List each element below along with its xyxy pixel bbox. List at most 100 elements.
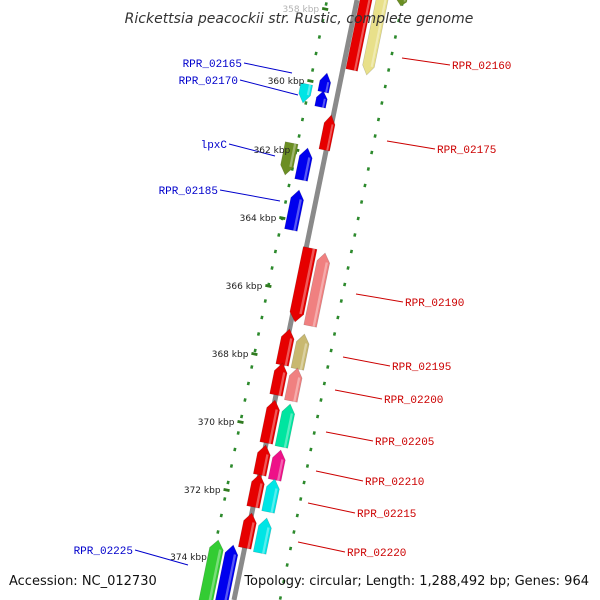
gene-label[interactable]: RPR_02215 (357, 509, 416, 521)
gene-arrow-highlight (303, 157, 311, 181)
track-dot (324, 2, 328, 6)
track-dot (297, 134, 301, 138)
gene-arrow[interactable] (252, 517, 272, 555)
track-dot (246, 381, 251, 386)
gene-label[interactable]: RPR_02205 (375, 437, 434, 449)
track-dot (370, 150, 374, 155)
gene-arrow[interactable] (318, 114, 336, 152)
gene-label[interactable]: lpxC (201, 140, 228, 152)
track-dot (270, 266, 274, 270)
gene-arrow-highlight (289, 143, 297, 168)
gene-arrow-highlight (284, 338, 293, 366)
gene-features (197, 0, 408, 600)
gene-arrow[interactable] (280, 141, 299, 176)
gene-arrow[interactable] (290, 333, 310, 371)
gene-arrow[interactable] (269, 362, 288, 397)
gene-label[interactable]: RPR_02190 (405, 298, 464, 310)
genome-summary-text: Topology: circular; Length: 1,288,492 bp… (244, 574, 589, 589)
track-dot (387, 68, 391, 72)
label-leader (239, 79, 299, 96)
gene-label[interactable]: RPR_02200 (384, 395, 443, 407)
gene-arrow[interactable] (246, 473, 265, 509)
track-dot (239, 414, 244, 419)
gene-arrow[interactable] (303, 252, 331, 328)
track-dot (363, 183, 367, 188)
label-leader (243, 62, 293, 74)
gene-label[interactable]: RPR_02165 (183, 59, 242, 71)
gene-arrow[interactable] (362, 0, 390, 76)
kbp-tick (223, 488, 230, 492)
track-dot (288, 546, 293, 551)
gene-arrow-highlight (325, 81, 330, 93)
gene-label[interactable]: RPR_02220 (347, 548, 406, 560)
label-leader (401, 57, 451, 66)
gene-arrow-highlight (403, 0, 406, 2)
accession-text: Accession: NC_012730 (9, 574, 157, 589)
gene-arrow-highlight (276, 459, 284, 481)
track-dot (295, 513, 299, 518)
gene-arrow[interactable] (267, 449, 286, 482)
gene-arrow-highlight (261, 454, 269, 476)
gene-label[interactable]: RPR_02195 (392, 362, 451, 374)
label-leader-lines (134, 57, 451, 566)
gene-label[interactable]: RPR_02175 (437, 145, 496, 157)
gene-arrow[interactable] (252, 444, 271, 477)
label-leader (307, 502, 356, 514)
gene-label[interactable]: RPR_02170 (179, 76, 238, 88)
gene-arrow-highlight (293, 377, 301, 402)
gene-arrow[interactable] (284, 189, 304, 232)
gene-arrow[interactable] (261, 478, 280, 514)
track-dot (376, 117, 381, 122)
gene-arrow-highlight (268, 409, 278, 444)
track-dot (366, 167, 370, 171)
gene-arrow[interactable] (317, 72, 332, 94)
label-leader (334, 389, 383, 400)
gene-label[interactable]: RPR_02160 (452, 61, 511, 73)
gene-arrow[interactable] (214, 544, 239, 600)
track-dot (383, 84, 387, 89)
gene-arrow[interactable] (197, 539, 224, 600)
label-leader (355, 293, 404, 303)
gene-arrow[interactable] (314, 90, 328, 109)
track-dot (285, 563, 289, 567)
track-dot (359, 200, 364, 204)
gene-label[interactable]: RPR_02225 (74, 546, 133, 558)
label-leader (386, 140, 436, 150)
kbp-labels: 358 kbp 360 kbp 362 kbp 364 kbp 366 kbp 368 k… (170, 5, 319, 563)
track-dot (236, 431, 240, 435)
gene-arrow[interactable] (298, 82, 314, 104)
label-leader (325, 431, 374, 442)
gene-arrow-highlight (293, 199, 302, 231)
label-leader (315, 470, 364, 482)
track-dot (250, 365, 254, 369)
gene-arrow[interactable] (275, 328, 295, 367)
track-dot (314, 51, 318, 56)
gene-arrow[interactable] (396, 0, 408, 7)
track-dot (322, 381, 327, 386)
gene-arrow[interactable] (237, 512, 257, 550)
gene-arrow[interactable] (294, 147, 313, 182)
gene-arrow-highlight (278, 372, 286, 396)
track-dot (336, 315, 340, 320)
gene-arrow-highlight (353, 0, 371, 71)
track-dot (277, 233, 281, 237)
gene-label[interactable]: RPR_02185 (159, 186, 218, 198)
gene-arrow-highlight (322, 98, 326, 108)
kbp-label: 364 kbp (240, 214, 277, 224)
track-dot (343, 282, 347, 287)
track-dot (223, 497, 227, 501)
track-dot (315, 414, 320, 419)
track-dot (326, 365, 330, 369)
gene-arrow[interactable] (345, 0, 373, 72)
gene-arrow[interactable] (284, 367, 303, 403)
gene-arrow[interactable] (259, 399, 280, 445)
label-leader (297, 541, 346, 553)
gene-label[interactable]: RPR_02210 (365, 477, 424, 489)
gene-arrow-highlight (283, 413, 294, 448)
track-dot (356, 216, 360, 221)
gene-arrow[interactable] (274, 403, 296, 449)
track-dot (346, 266, 350, 270)
track-dot (390, 51, 394, 56)
gene-arrow[interactable] (289, 246, 318, 323)
